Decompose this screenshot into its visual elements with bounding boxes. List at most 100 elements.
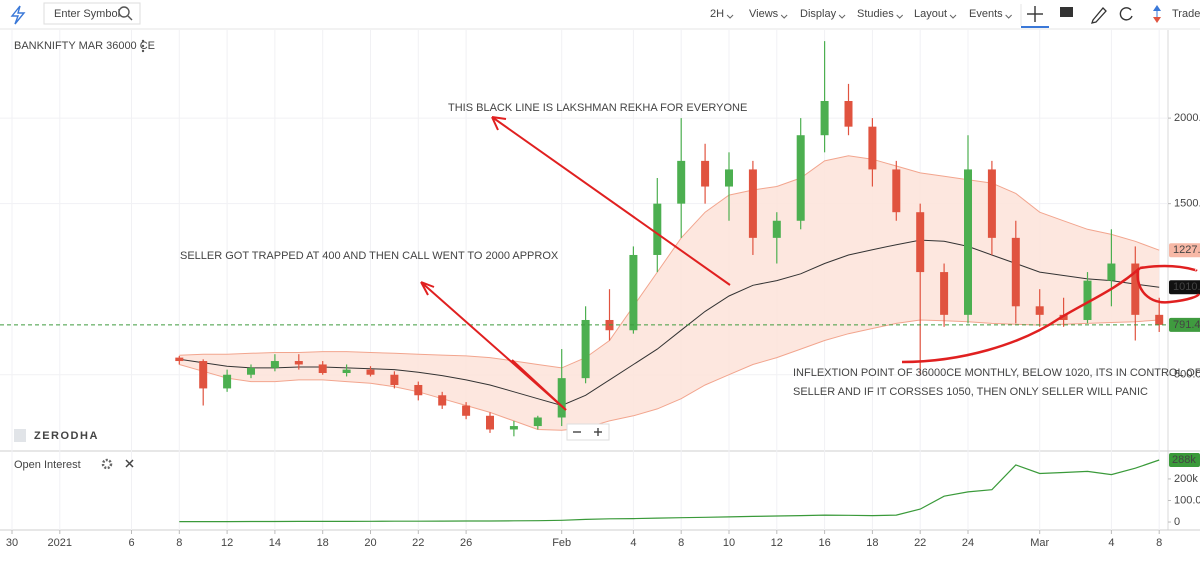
annotation-text: SELLER AND IF IT CORSSES 1050, THEN ONLY…	[793, 386, 1148, 398]
settings-icon[interactable]	[101, 458, 113, 470]
price-marker	[1169, 317, 1200, 332]
candle-body	[294, 361, 303, 365]
x-tick-label: 18	[317, 537, 329, 549]
candle-body	[725, 169, 733, 187]
search-placeholder: Enter Symbol	[54, 8, 120, 20]
refresh-icon[interactable]	[1119, 7, 1133, 21]
candle-body	[533, 417, 542, 427]
freehand-curve	[901, 267, 1141, 364]
trade-icon-up[interactable]	[1153, 5, 1161, 11]
candle-body	[390, 374, 399, 385]
menu-dot	[141, 49, 145, 53]
x-tick-label: 4	[1108, 537, 1114, 549]
x-tick-label: 18	[866, 537, 878, 549]
candle-body	[748, 169, 757, 238]
menu-item[interactable]: Studies	[857, 8, 894, 20]
menu-chevron	[1005, 14, 1012, 19]
lower-band	[179, 319, 1160, 431]
menu-chevron	[838, 14, 846, 19]
x-tick-label: 22	[412, 537, 424, 549]
x-tick-label: 8	[678, 537, 684, 549]
menu-bar: 2H Views Display Studies Layout Events	[710, 8, 1012, 20]
annotation-text: SELLER GOT TRAPPED AT 400 AND THEN CALL …	[180, 250, 559, 262]
x-tick-label: 8	[176, 537, 182, 549]
price-marker-label: 791.42	[1173, 319, 1200, 331]
middle-band	[179, 239, 1160, 407]
draw-icon[interactable]	[1091, 7, 1107, 24]
candle-body	[1107, 263, 1116, 281]
x-tick-label: Mar	[1030, 537, 1049, 549]
x-tick-label: 26	[460, 537, 472, 549]
logo-icon[interactable]	[10, 5, 26, 25]
candle-body	[486, 415, 494, 430]
candle-body	[1011, 237, 1020, 307]
menu-chevron	[726, 14, 734, 19]
menu-item[interactable]: Views	[749, 8, 779, 20]
plot-area: 30 2021 6 8 12 14 18 20 22 26 Feb 4 8 10 12 16 18 22 24 Mar…	[0, 30, 1200, 549]
annotation-text: INFLEXTION POINT OF 36000CE MONTHLY, BEL…	[793, 367, 1200, 379]
candle-body	[629, 254, 638, 331]
candle-body	[653, 203, 662, 255]
search-icon-handle	[127, 15, 133, 21]
y-tick-label: 100.0k	[1174, 494, 1200, 506]
y-tick-label: 2000.0	[1174, 112, 1200, 124]
menu-chevron	[780, 14, 788, 19]
menu-item[interactable]: Display	[800, 8, 837, 20]
candle-body	[247, 367, 255, 375]
candle-body	[820, 100, 829, 136]
x-tick-label: 22	[914, 537, 926, 549]
x-tick-label: 30	[6, 537, 18, 549]
candle-body	[892, 169, 901, 213]
candle-body	[462, 405, 471, 416]
y-tick-label: 0	[1174, 516, 1180, 528]
y-tick-label: 1500.00	[1174, 198, 1200, 210]
candle-body	[342, 369, 351, 374]
candle-body	[796, 135, 805, 221]
candle-body	[844, 100, 853, 127]
close-icon[interactable]	[125, 459, 134, 468]
menu-chevron	[896, 14, 904, 19]
candle-body	[199, 361, 208, 389]
candle-body	[1083, 280, 1092, 320]
menu-item[interactable]: Events	[969, 8, 1003, 20]
menu-item[interactable]: Layout	[914, 8, 947, 20]
x-tick-label: 20	[364, 537, 376, 549]
oi-line	[179, 459, 1160, 523]
x-tick-label: 14	[269, 537, 281, 549]
annotation-text: THIS BLACK LINE IS LAKSHMAN REKHA FOR EV…	[448, 102, 747, 114]
freehand-circle	[1136, 264, 1200, 304]
study-title: Open Interest	[14, 459, 81, 471]
menu-dot[interactable]	[141, 39, 145, 43]
band-fill	[179, 155, 1160, 431]
candle-body	[916, 212, 925, 273]
value-marker	[1169, 452, 1200, 467]
candle-body	[438, 395, 447, 406]
arrow	[491, 116, 731, 286]
search-icon[interactable]	[118, 6, 130, 18]
candle-body	[772, 220, 781, 238]
comment-icon[interactable]	[1060, 7, 1073, 17]
candle-body	[987, 169, 996, 238]
menu-dot	[141, 44, 145, 48]
candle-body	[701, 160, 710, 187]
candle-body	[318, 364, 327, 374]
x-tick-label: 12	[771, 537, 783, 549]
value-label: 288k	[1172, 454, 1196, 466]
candle-body	[940, 272, 949, 315]
price-marker	[1169, 280, 1200, 295]
menu-item[interactable]: 2H	[710, 8, 724, 20]
candle-body	[868, 126, 877, 170]
watermark: ZERODHA	[34, 430, 99, 442]
search-box[interactable]	[43, 2, 141, 25]
toolbar	[0, 0, 1200, 29]
candle-body	[1035, 306, 1044, 315]
candle-body	[414, 384, 423, 396]
x-tick-label: Feb	[552, 537, 571, 549]
trade-button[interactable]: Trade	[1172, 8, 1200, 20]
x-tick-label: 2021	[48, 537, 72, 549]
candle-body	[175, 357, 184, 362]
y-tick-label: 200k	[1174, 473, 1198, 485]
price-marker-label: 1010.98	[1173, 281, 1200, 293]
price-marker-label: 1227.62	[1173, 244, 1200, 256]
